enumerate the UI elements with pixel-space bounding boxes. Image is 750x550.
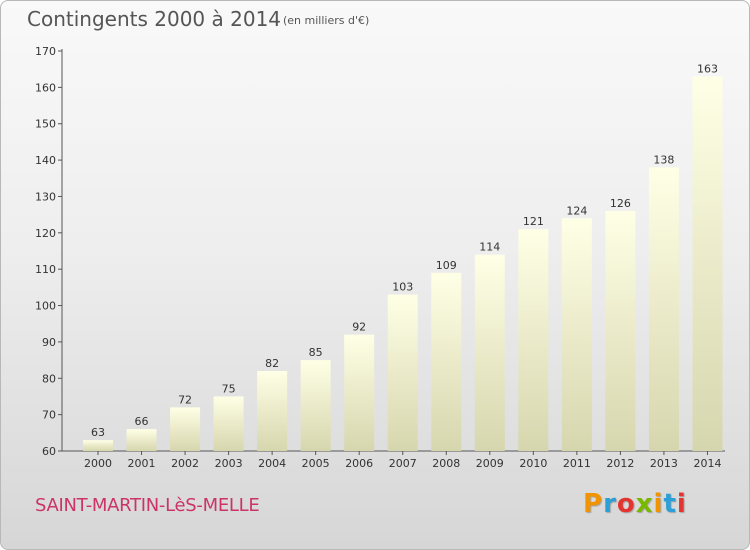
x-tick-label: 2007 <box>389 457 417 470</box>
logo-letter: i <box>653 489 664 519</box>
bar <box>83 440 113 451</box>
x-tick-label: 2008 <box>432 457 460 470</box>
bar <box>300 360 331 451</box>
bar <box>605 211 636 451</box>
bar-value-label: 126 <box>610 197 631 210</box>
x-tick-label: 2012 <box>606 457 634 470</box>
bar <box>126 429 157 451</box>
bar <box>213 396 244 451</box>
bar-value-label: 75 <box>222 382 236 395</box>
bar-value-label: 82 <box>265 357 279 370</box>
logo-letter: t <box>663 489 677 519</box>
logo-letter: x <box>635 489 654 519</box>
bar <box>431 272 462 451</box>
bar <box>257 371 288 451</box>
y-tick-label: 130 <box>35 190 56 203</box>
chart-unit: (en milliers d'€) <box>283 14 370 27</box>
y-tick-label: 100 <box>35 300 56 313</box>
y-tick-label: 140 <box>35 154 56 167</box>
bar-value-label: 121 <box>523 215 544 228</box>
bar-value-label: 92 <box>352 321 366 334</box>
y-tick-label: 110 <box>35 263 56 276</box>
bar <box>648 167 679 451</box>
x-tick-label: 2005 <box>302 457 330 470</box>
y-tick-label: 120 <box>35 227 56 240</box>
x-tick-label: 2002 <box>171 457 199 470</box>
y-tick-label: 150 <box>35 118 56 131</box>
bar-value-label: 109 <box>436 259 457 272</box>
x-tick-label: 2006 <box>345 457 373 470</box>
y-tick-label: 60 <box>42 445 56 458</box>
logo-letter: P <box>583 489 604 519</box>
logo-letter: o <box>616 489 636 519</box>
y-tick-label: 160 <box>35 81 56 94</box>
y-tick-label: 70 <box>42 409 56 422</box>
chart-title: Contingents 2000 à 2014 <box>27 7 282 31</box>
logo-letter: i <box>676 489 687 519</box>
proxiti-logo[interactable]: Proxiti <box>583 489 687 519</box>
bar-value-label: 124 <box>566 204 587 217</box>
commune-name: SAINT-MARTIN-LèS-MELLE <box>35 495 260 516</box>
bar-value-label: 114 <box>479 241 500 254</box>
bar <box>561 218 592 451</box>
bar-value-label: 163 <box>697 62 718 75</box>
x-tick-label: 2014 <box>693 457 721 470</box>
x-tick-label: 2009 <box>476 457 504 470</box>
bar-value-label: 66 <box>135 415 149 428</box>
bar <box>170 407 201 451</box>
y-tick-label: 80 <box>42 372 56 385</box>
y-tick-label: 170 <box>35 45 56 58</box>
logo-letter: r <box>603 489 617 519</box>
x-tick-label: 2000 <box>84 457 112 470</box>
bar-value-label: 63 <box>91 426 105 439</box>
bar <box>518 229 549 451</box>
y-tick-label: 90 <box>42 336 56 349</box>
x-tick-label: 2003 <box>215 457 243 470</box>
bar-value-label: 138 <box>653 153 674 166</box>
x-tick-label: 2011 <box>563 457 591 470</box>
bar-value-label: 103 <box>392 281 413 294</box>
bar-value-label: 85 <box>309 346 323 359</box>
bar <box>474 254 505 451</box>
x-tick-label: 2010 <box>519 457 547 470</box>
x-tick-label: 2013 <box>650 457 678 470</box>
bar <box>387 294 418 451</box>
bar-value-label: 72 <box>178 393 192 406</box>
x-tick-label: 2001 <box>128 457 156 470</box>
bar <box>344 334 375 451</box>
x-tick-label: 2004 <box>258 457 286 470</box>
bar <box>692 76 723 452</box>
